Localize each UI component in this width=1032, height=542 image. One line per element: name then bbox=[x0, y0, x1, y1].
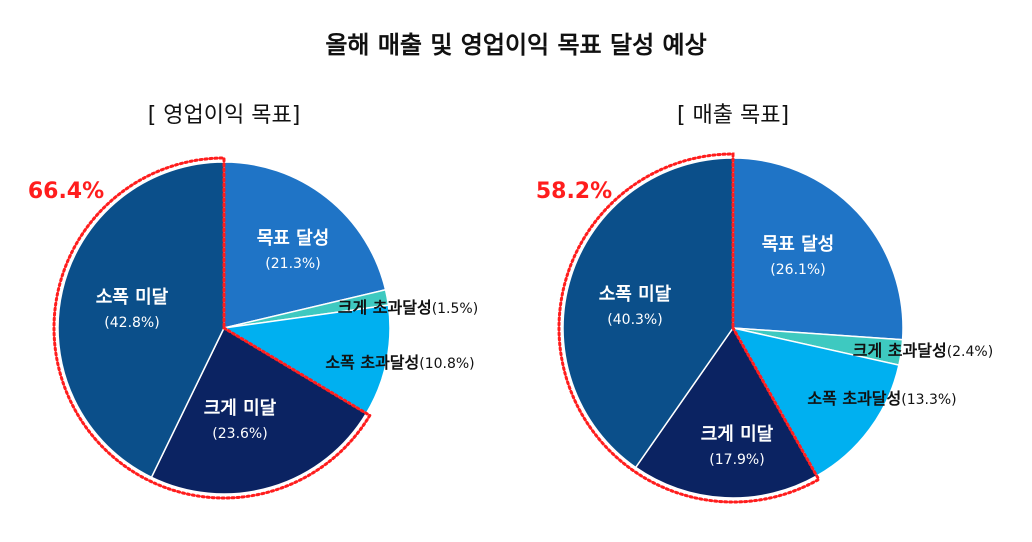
slice-label: 크게 미달 bbox=[701, 424, 774, 445]
slice-label: 목표 달성 bbox=[762, 234, 835, 255]
highlight-percent: 66.4% bbox=[28, 179, 104, 204]
slice-percent: (42.8%) bbox=[104, 315, 159, 331]
slice-label: 소폭 미달 bbox=[599, 284, 672, 305]
pie-slice bbox=[731, 326, 900, 477]
slice-label-name: 소폭 초과달성 bbox=[807, 389, 901, 408]
slice-percent: (1.5%) bbox=[432, 301, 479, 317]
slice-label: 소폭 미달 bbox=[96, 287, 169, 308]
slice-percent: (40.3%) bbox=[607, 312, 662, 328]
slice-label: 크게 초과달성(1.5%) bbox=[338, 298, 478, 317]
highlight-percent: 58.2% bbox=[536, 179, 612, 204]
pie-slice bbox=[223, 161, 387, 329]
slice-percent: (23.6%) bbox=[212, 426, 267, 442]
pie-slice bbox=[634, 326, 818, 499]
slice-percent: (13.3%) bbox=[901, 392, 956, 408]
pie-slice bbox=[150, 326, 368, 495]
pie-subtitle: [ 영업이익 목표] bbox=[148, 103, 301, 128]
slice-percent: (26.1%) bbox=[770, 262, 825, 278]
slice-label: 소폭 초과달성(13.3%) bbox=[807, 389, 956, 408]
highlight-outline bbox=[557, 152, 821, 504]
slice-percent: (10.8%) bbox=[419, 356, 474, 372]
pie-subtitle: [ 매출 목표] bbox=[677, 103, 789, 128]
slice-label-name: 크게 초과달성 bbox=[338, 298, 432, 317]
slice-label: 크게 초과달성(2.4%) bbox=[853, 341, 993, 360]
slice-percent: (21.3%) bbox=[265, 256, 320, 272]
pie-chart-1: [ 영업이익 목표] 66.4% 목표 달성 (21.3%) 크게 초과달성(1.5%)… bbox=[28, 103, 478, 500]
slice-label: 목표 달성 bbox=[257, 228, 330, 249]
slice-label-name: 크게 초과달성 bbox=[853, 341, 947, 360]
figure-title: 올해 매출 및 영업이익 목표 달성 예상 bbox=[325, 31, 706, 59]
slice-label: 크게 미달 bbox=[204, 398, 277, 419]
pie-slice bbox=[562, 157, 734, 469]
slice-percent: (17.9%) bbox=[709, 452, 764, 468]
slice-percent: (2.4%) bbox=[947, 344, 994, 360]
pie-slice bbox=[221, 304, 391, 415]
highlight-outline bbox=[52, 156, 372, 500]
slice-label: 소폭 초과달성(10.8%) bbox=[325, 353, 474, 372]
pie-slice bbox=[732, 157, 904, 341]
pie-chart-2: [ 매출 목표] 58.2% 목표 달성 (26.1%) 크게 초과달성(2.4%) 소폭… bbox=[536, 103, 993, 504]
pie-slice bbox=[57, 161, 225, 479]
slice-label-name: 소폭 초과달성 bbox=[325, 353, 419, 372]
